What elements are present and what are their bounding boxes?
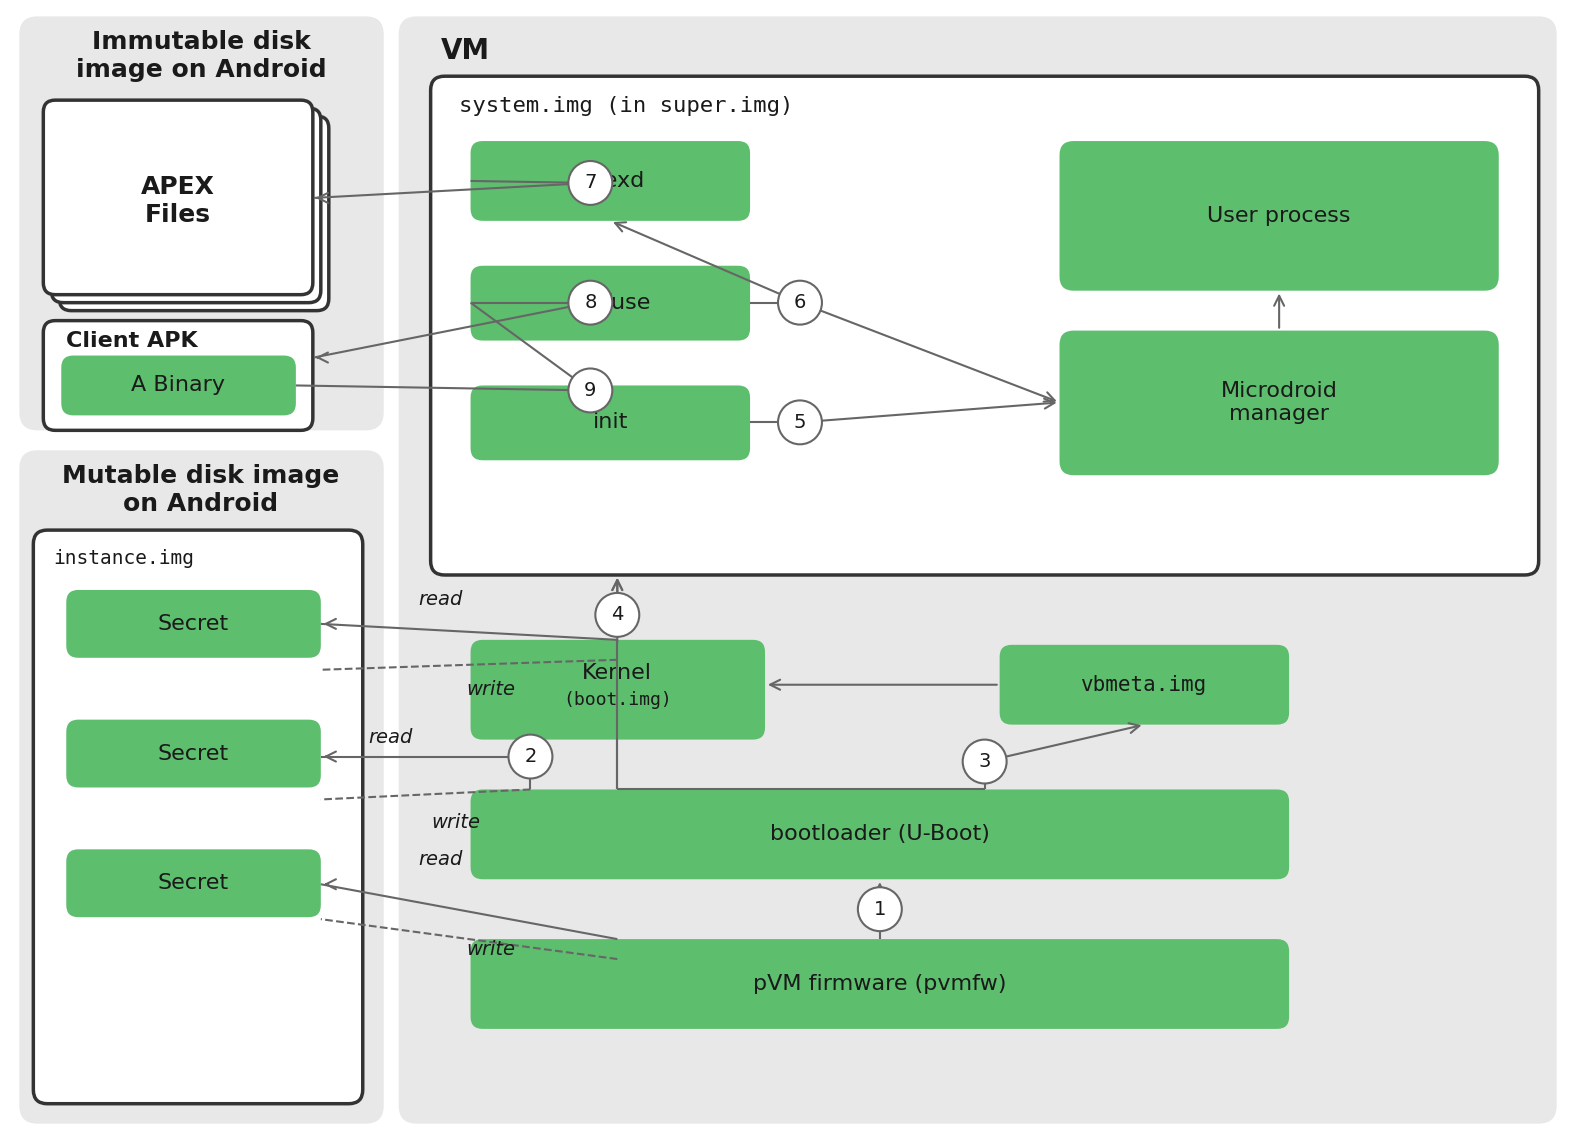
FancyBboxPatch shape <box>66 720 320 787</box>
Text: 7: 7 <box>584 173 596 193</box>
Text: VM: VM <box>440 38 489 65</box>
Text: bootloader (U-Boot): bootloader (U-Boot) <box>770 824 989 845</box>
Circle shape <box>568 369 612 413</box>
Text: write: write <box>466 940 514 958</box>
Text: Secret: Secret <box>158 744 229 763</box>
Text: User process: User process <box>1207 206 1351 226</box>
Text: apexd: apexd <box>576 171 644 191</box>
Text: read: read <box>369 728 413 747</box>
FancyBboxPatch shape <box>470 639 765 739</box>
Circle shape <box>858 887 901 932</box>
Text: 9: 9 <box>584 380 596 400</box>
FancyBboxPatch shape <box>33 531 363 1104</box>
FancyBboxPatch shape <box>62 355 295 415</box>
Text: Microdroid
manager: Microdroid manager <box>1221 380 1338 424</box>
FancyBboxPatch shape <box>52 108 320 303</box>
Text: (boot.img): (boot.img) <box>563 691 672 708</box>
Text: zipfuse: zipfuse <box>571 292 650 313</box>
FancyBboxPatch shape <box>19 16 383 431</box>
Text: 3: 3 <box>978 752 991 771</box>
FancyBboxPatch shape <box>19 450 383 1124</box>
Text: 1: 1 <box>874 900 885 919</box>
Text: A Binary: A Binary <box>131 376 226 395</box>
Text: system.img (in super.img): system.img (in super.img) <box>459 96 794 116</box>
FancyBboxPatch shape <box>399 16 1556 1124</box>
FancyBboxPatch shape <box>66 590 320 658</box>
Text: Mutable disk image
on Android: Mutable disk image on Android <box>63 464 339 516</box>
FancyBboxPatch shape <box>470 385 750 461</box>
FancyBboxPatch shape <box>470 939 1289 1029</box>
Circle shape <box>778 400 822 445</box>
Text: pVM firmware (pvmfw): pVM firmware (pvmfw) <box>753 974 1007 994</box>
Text: 5: 5 <box>794 413 806 432</box>
Text: 2: 2 <box>524 747 537 766</box>
Text: 4: 4 <box>611 605 623 625</box>
FancyBboxPatch shape <box>60 116 328 311</box>
Text: APEX
Files: APEX Files <box>140 175 215 227</box>
Circle shape <box>963 739 1007 784</box>
FancyBboxPatch shape <box>470 141 750 221</box>
Text: Secret: Secret <box>158 614 229 634</box>
Text: Immutable disk
image on Android: Immutable disk image on Android <box>76 30 327 83</box>
Text: write: write <box>431 813 480 832</box>
Text: 8: 8 <box>584 293 596 312</box>
Circle shape <box>778 281 822 324</box>
FancyBboxPatch shape <box>470 266 750 340</box>
Circle shape <box>568 281 612 324</box>
Text: read: read <box>418 850 462 869</box>
FancyBboxPatch shape <box>431 76 1539 575</box>
Text: Secret: Secret <box>158 873 229 893</box>
Text: write: write <box>466 681 514 699</box>
FancyBboxPatch shape <box>1059 141 1499 291</box>
Text: read: read <box>418 590 462 610</box>
FancyBboxPatch shape <box>999 645 1289 724</box>
Circle shape <box>568 160 612 205</box>
FancyBboxPatch shape <box>43 321 312 431</box>
FancyBboxPatch shape <box>66 849 320 917</box>
FancyBboxPatch shape <box>43 100 312 295</box>
FancyBboxPatch shape <box>470 790 1289 879</box>
Text: 6: 6 <box>794 293 806 312</box>
Text: Kernel: Kernel <box>582 662 652 683</box>
Text: instance.img: instance.img <box>54 549 194 567</box>
Text: vbmeta.img: vbmeta.img <box>1081 675 1207 694</box>
Circle shape <box>508 735 552 778</box>
Text: init: init <box>593 413 628 432</box>
FancyBboxPatch shape <box>1059 330 1499 476</box>
Text: Client APK: Client APK <box>66 330 197 351</box>
Circle shape <box>595 592 639 637</box>
